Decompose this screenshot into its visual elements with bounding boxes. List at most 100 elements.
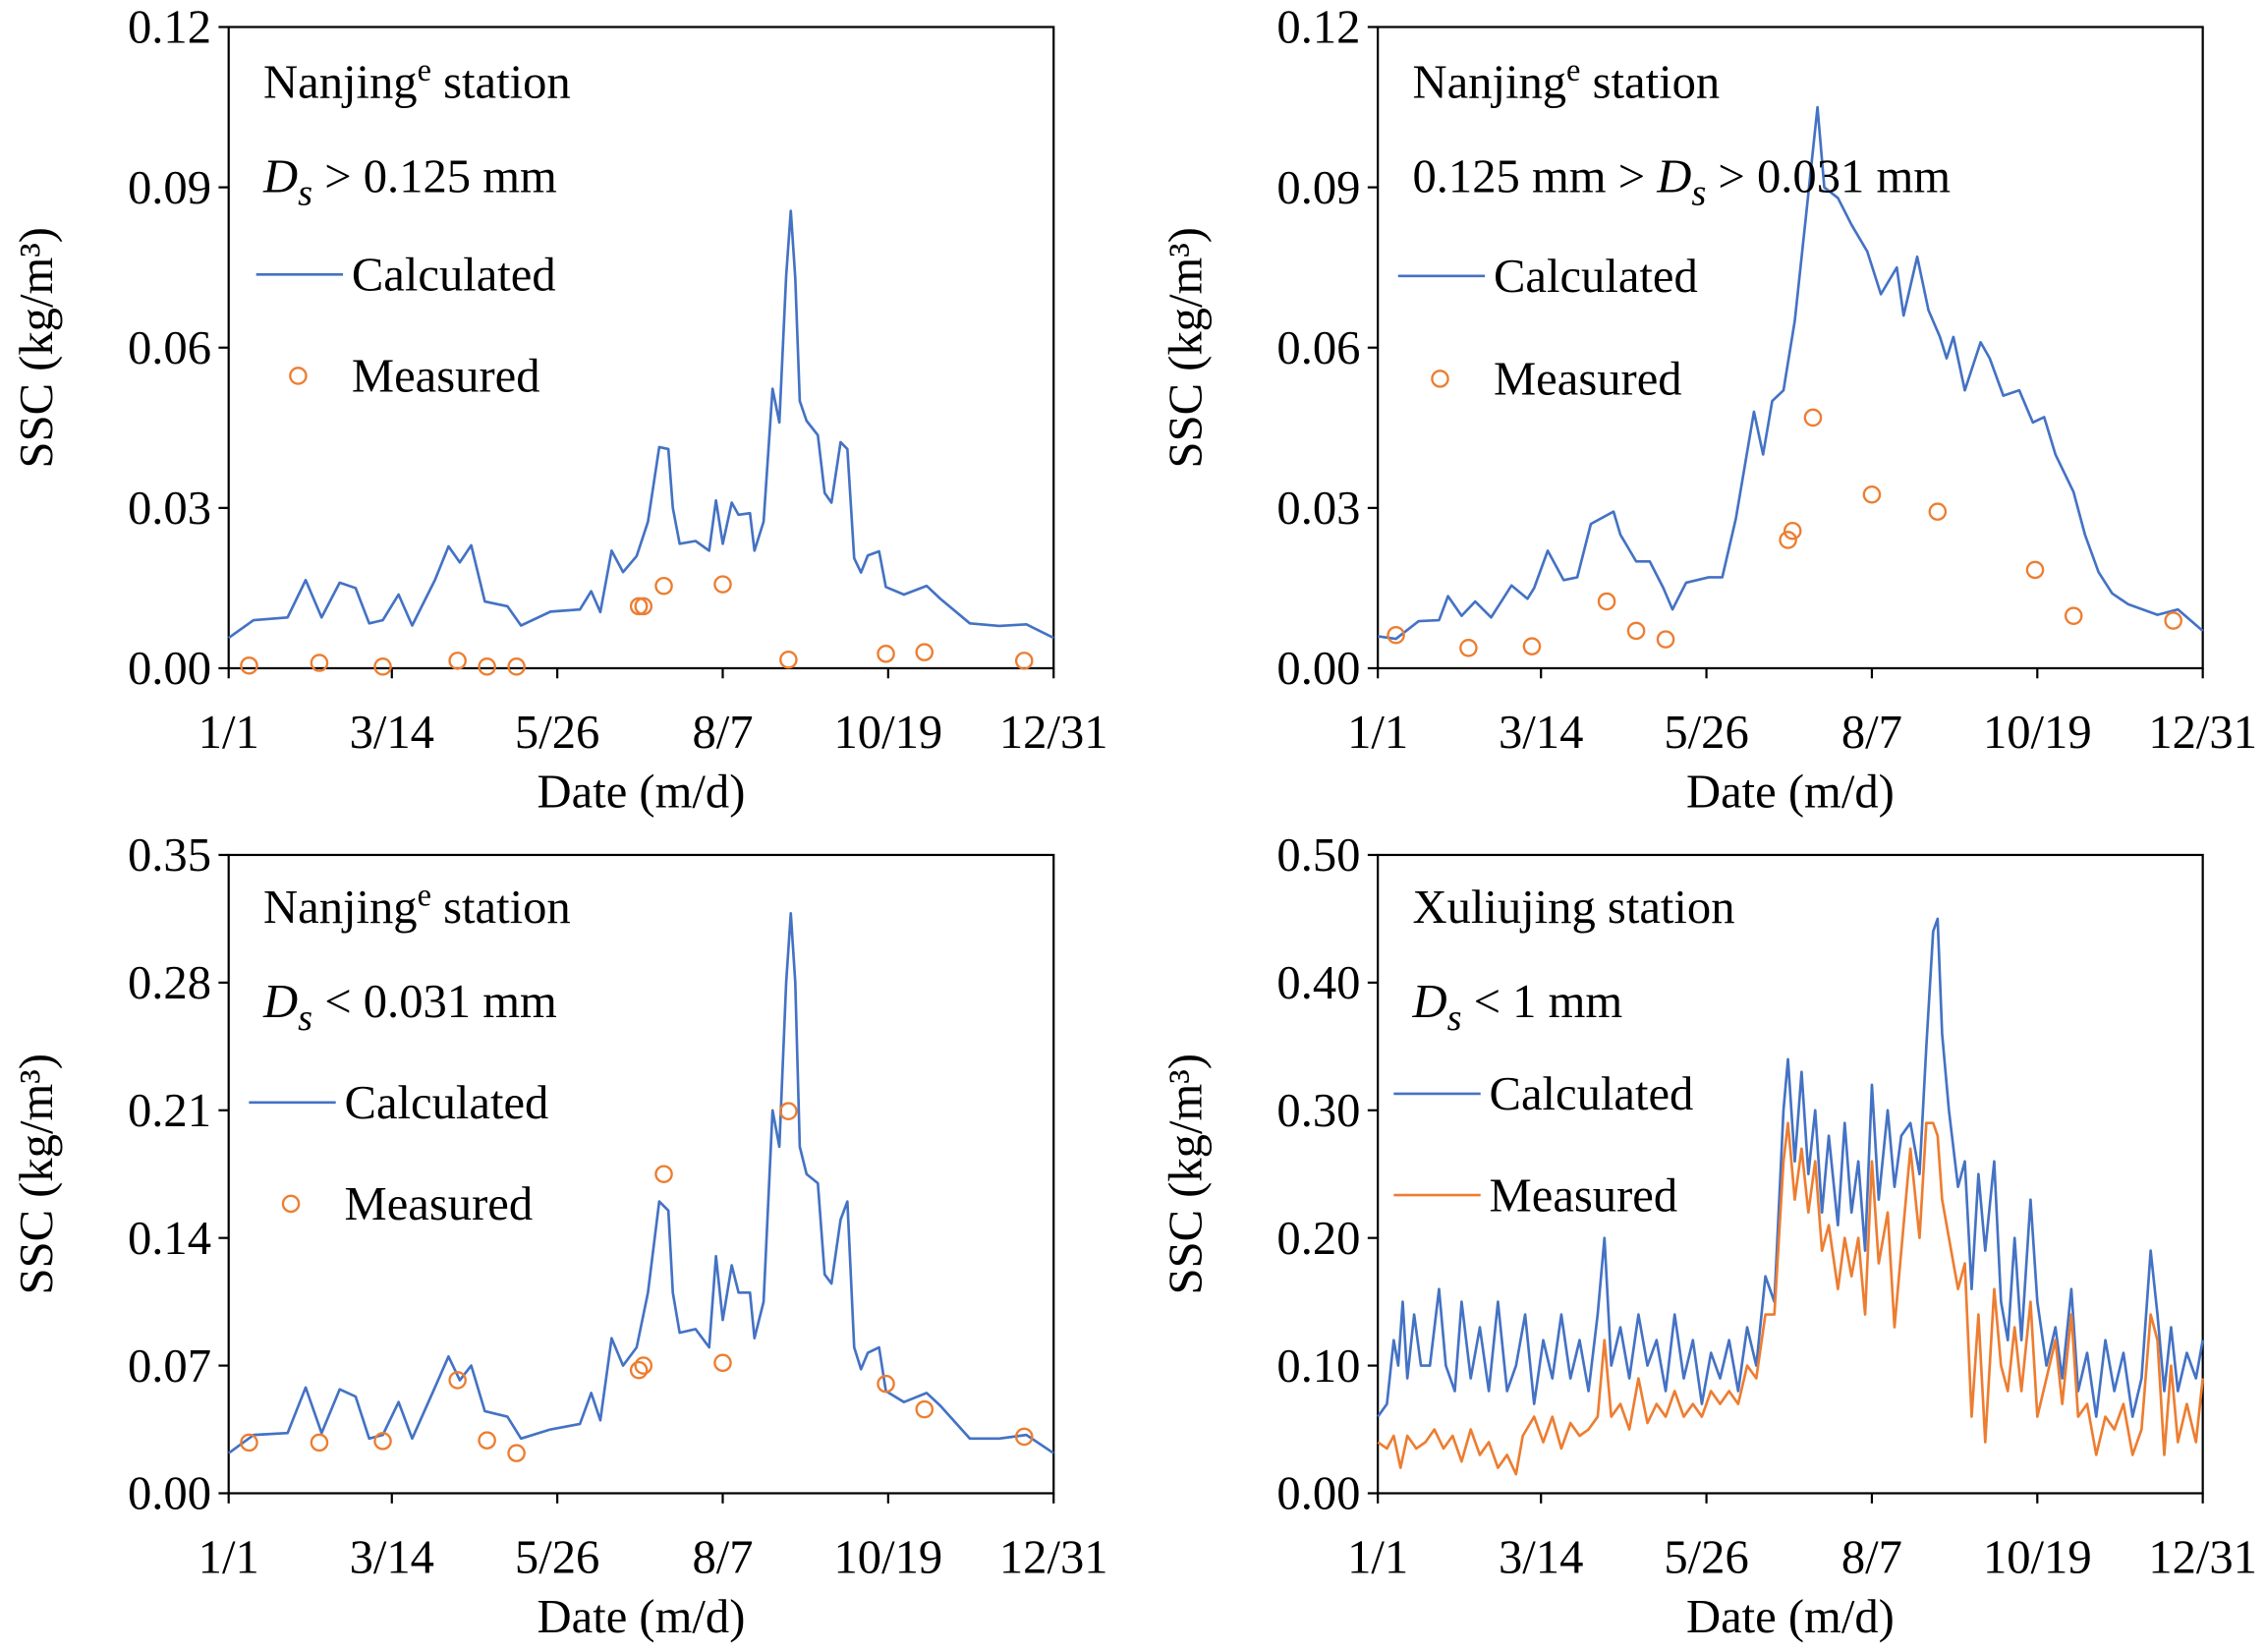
chart-panel-3: 0.00 0.07 0.14 0.21 0.28 0.35 1/1 3/14 5/26 8/7 10…	[10, 828, 1108, 1643]
measured-point	[713, 575, 732, 594]
legend-label: Measured	[1494, 353, 1682, 406]
measured-point	[1779, 531, 1797, 549]
measured-point	[2164, 611, 2182, 630]
series-calculated	[227, 209, 1054, 640]
measured-point	[310, 654, 329, 672]
diameter-symbol: D	[262, 149, 298, 202]
legend-label: Measured	[345, 1177, 534, 1230]
station-suffix: station	[431, 881, 571, 934]
measured-point	[373, 657, 392, 676]
measured-point	[1459, 639, 1478, 657]
measured-point	[713, 1353, 732, 1373]
legend-label: Calculated	[1490, 1067, 1694, 1120]
x-tick-label: 5/26	[1664, 706, 1748, 759]
station-name: Nanjing	[263, 881, 418, 934]
legend-marker-measured	[281, 1194, 301, 1214]
chart-panel-2: 0.00 0.03 0.06 0.09 0.12 1/1 3/14 5/26 8/7 10/19 1…	[1159, 1, 2257, 819]
y-tick-label: 0.06	[128, 321, 211, 374]
diameter-subscript: s	[298, 173, 312, 214]
y-tick-label: 0.21	[128, 1084, 211, 1137]
y-tick-label: 0.09	[128, 161, 211, 214]
measured-point	[1522, 637, 1542, 655]
legend: Calculated Measured	[249, 1076, 548, 1230]
size-class-label: Ds > 0.125 mm	[262, 149, 557, 213]
y-tick-label: 0.28	[128, 956, 211, 1009]
measured-point	[877, 645, 895, 663]
y-axis-label: SSC (kg/m³)	[10, 1054, 63, 1294]
x-axis-label: Date (m/d)	[538, 765, 746, 818]
measured-line	[1377, 1121, 2204, 1476]
measured-point	[779, 1102, 798, 1120]
y-tick-label: 0.06	[1276, 321, 1360, 374]
x-tick-label: 10/19	[834, 1530, 943, 1583]
calculated-line	[1377, 105, 2204, 641]
legend-marker-measured	[1431, 370, 1449, 388]
legend-label: Measured	[1490, 1168, 1678, 1222]
y-tick-label: 0.00	[1276, 1467, 1360, 1520]
station-suffix: station	[431, 56, 571, 109]
plot-frame	[227, 26, 1055, 670]
x-tick-label: 5/26	[1664, 1530, 1748, 1583]
measured-point	[779, 650, 798, 669]
y-tick-label: 0.00	[128, 1467, 211, 1520]
legend: Calculated Measured	[255, 249, 556, 403]
y-tick-label: 0.00	[128, 642, 211, 695]
x-tick-label: 12/31	[999, 706, 1108, 759]
station-superscript: e	[1566, 53, 1580, 88]
measured-point	[240, 1433, 258, 1453]
chart-panel-1: 0.00 0.03 0.06 0.09 0.12 1/1 3/14 5/26 8/7 10/19 1…	[10, 1, 1108, 819]
x-tick-label: 3/14	[350, 1530, 434, 1583]
x-tick-label: 1/1	[198, 1530, 259, 1583]
x-tick-label: 10/19	[1983, 706, 2092, 759]
measured-point	[1928, 502, 1948, 521]
measured-point	[1597, 592, 1616, 611]
x-tick-label: 12/31	[999, 1530, 1108, 1583]
size-class-label: Ds < 1 mm	[1411, 975, 1622, 1039]
measured-point	[1014, 652, 1034, 670]
y-tick-label: 0.10	[1276, 1339, 1360, 1393]
measured-point	[1014, 1427, 1034, 1447]
size-suffix: < 0.031 mm	[312, 975, 557, 1028]
station-title: Nanjinge station	[263, 879, 571, 935]
size-class-label: Ds < 0.031 mm	[262, 975, 557, 1039]
legend-label: Calculated	[1494, 250, 1698, 303]
size-suffix: < 1 mm	[1461, 975, 1622, 1028]
chart-panel-4: 0.00 0.10 0.20 0.30 0.40 0.50 1/1 3/14 5/26 8/7 10…	[1159, 828, 2257, 1643]
measured-point	[1387, 625, 1405, 645]
x-axis-label: Date (m/d)	[538, 1590, 746, 1643]
measured-point	[1626, 621, 1646, 641]
y-tick-label: 0.40	[1276, 956, 1360, 1009]
station-superscript: e	[418, 879, 431, 914]
size-prefix: 0.125 mm >	[1412, 149, 1657, 202]
y-axis-label: SSC (kg/m³)	[10, 227, 63, 468]
y-tick-label: 0.50	[1276, 828, 1360, 882]
measured-point	[310, 1433, 329, 1453]
y-tick-label: 0.03	[128, 482, 211, 535]
size-suffix: > 0.031 mm	[1706, 149, 1951, 202]
legend-marker-measured	[289, 367, 308, 385]
x-tick-label: 1/1	[1347, 706, 1408, 759]
x-tick-label: 12/31	[2148, 706, 2257, 759]
measured-point	[507, 1444, 526, 1462]
measured-point	[634, 597, 653, 616]
x-tick-label: 8/7	[692, 706, 753, 759]
y-tick-label: 0.03	[1276, 482, 1360, 535]
x-axis-label: Date (m/d)	[1686, 765, 1895, 818]
x-tick-label: 10/19	[834, 706, 943, 759]
diameter-subscript: s	[1447, 997, 1462, 1039]
size-class-label: 0.125 mm > Ds > 0.031 mm	[1412, 149, 1951, 213]
plot-frame	[227, 853, 1055, 1495]
measured-point	[1656, 630, 1675, 649]
y-tick-label: 0.07	[128, 1339, 211, 1393]
legend-label: Calculated	[345, 1076, 549, 1129]
measured-point	[478, 657, 496, 676]
plot-frame	[1377, 853, 2204, 1495]
measured-point	[240, 655, 258, 675]
y-axis-label: SSC (kg/m³)	[1159, 227, 1212, 468]
y-tick-label: 0.14	[128, 1212, 211, 1265]
measured-point	[448, 1371, 467, 1390]
station-name: Xuliujing station	[1412, 881, 1734, 934]
station-name: Nanjing	[1412, 56, 1566, 109]
diameter-symbol: D	[1411, 975, 1446, 1028]
